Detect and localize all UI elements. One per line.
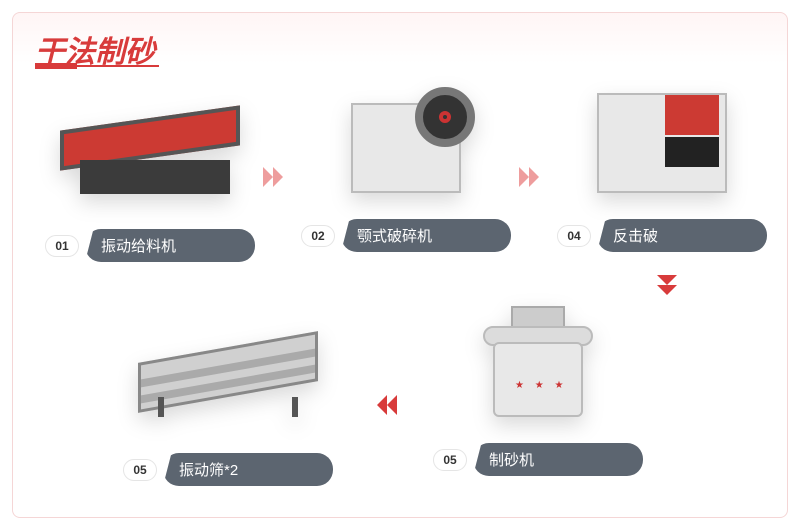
arrow-left-icon: [371, 391, 399, 419]
machine-image-feeder: [45, 83, 255, 223]
step-3: 04 反击破: [557, 73, 767, 252]
machine-image-impact-crusher: [557, 73, 767, 213]
step-number: 02: [301, 225, 335, 247]
machine-image-screen: [123, 307, 333, 447]
diagram-frame: 干法制砂 01 振动给料机 02 颚式破碎机 04 反击破: [12, 12, 788, 518]
arrow-right-icon: [517, 163, 545, 191]
step-5: ★ ★ ★ 05 制砂机: [433, 297, 643, 476]
step-label: 颚式破碎机: [341, 219, 511, 252]
arrow-right-icon: [261, 163, 289, 191]
machine-image-jaw-crusher: [301, 73, 511, 213]
machine-image-sand-maker: ★ ★ ★: [433, 297, 643, 437]
step-4: 05 振动筛*2: [123, 307, 333, 486]
step-number: 05: [433, 449, 467, 471]
step-number: 01: [45, 235, 79, 257]
step-label: 制砂机: [473, 443, 643, 476]
step-number: 04: [557, 225, 591, 247]
step-2: 02 颚式破碎机: [301, 73, 511, 252]
step-number: 05: [123, 459, 157, 481]
step-label: 振动给料机: [85, 229, 255, 262]
arrow-down-icon: [653, 273, 681, 301]
step-label: 振动筛*2: [163, 453, 333, 486]
title-underline: [35, 65, 159, 67]
step-1: 01 振动给料机: [45, 83, 255, 262]
step-label: 反击破: [597, 219, 767, 252]
